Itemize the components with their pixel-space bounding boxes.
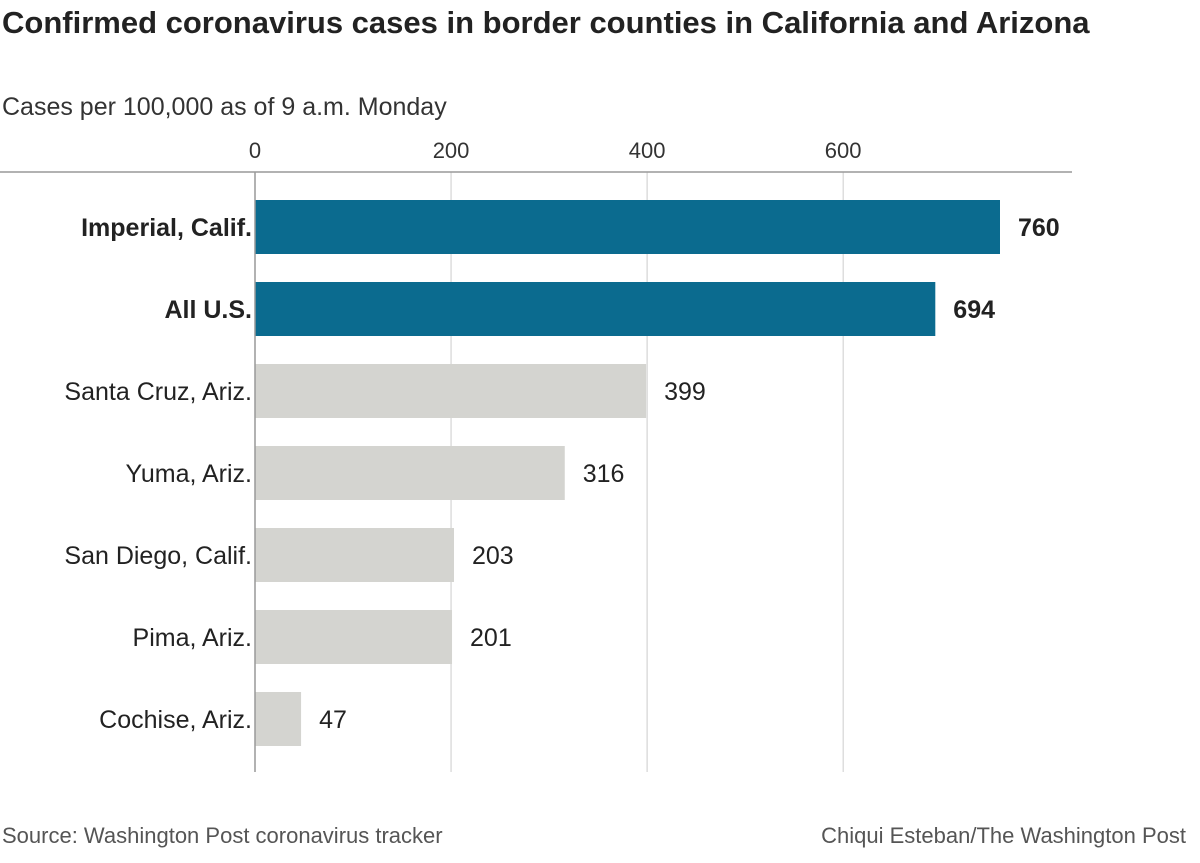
bar — [255, 364, 647, 418]
tick-label: 0 — [249, 138, 261, 163]
tick-label: 400 — [629, 138, 666, 163]
value-label: 201 — [470, 624, 512, 652]
category-label: Cochise, Ariz. — [99, 706, 252, 734]
value-label: 316 — [583, 460, 625, 488]
bar-chart: 0 200 400 600 Imperial, Calif. All U.S. Santa… — [0, 138, 1072, 772]
category-label: San Diego, Calif. — [64, 542, 252, 570]
value-label: 399 — [664, 378, 706, 406]
bar — [255, 610, 453, 664]
bar — [255, 692, 302, 746]
category-label: Yuma, Ariz. — [126, 460, 252, 488]
bar — [255, 200, 1000, 254]
x-axis-ticks: 0 200 400 600 — [249, 138, 862, 163]
bars — [255, 200, 1000, 746]
bar — [255, 528, 454, 582]
value-labels: 760 694 399 316 203 201 47 — [319, 214, 1060, 734]
value-label: 694 — [953, 296, 995, 324]
value-label: 47 — [319, 706, 347, 734]
axes — [0, 171, 1072, 772]
category-label: Imperial, Calif. — [81, 214, 252, 242]
category-label: All U.S. — [164, 296, 252, 324]
credit-note: Chiqui Esteban/The Washington Post — [821, 823, 1186, 848]
category-labels: Imperial, Calif. All U.S. Santa Cruz, Ariz… — [64, 214, 252, 734]
category-label: Pima, Ariz. — [133, 624, 252, 652]
value-label: 203 — [472, 542, 514, 570]
category-label: Santa Cruz, Ariz. — [64, 378, 252, 406]
tick-label: 600 — [825, 138, 862, 163]
bar — [255, 446, 565, 500]
bar — [255, 282, 936, 336]
chart-subtitle: Cases per 100,000 as of 9 a.m. Monday — [2, 93, 447, 121]
source-note: Source: Washington Post coronavirus trac… — [2, 823, 443, 848]
value-label: 760 — [1018, 214, 1060, 242]
chart-title: Confirmed coronavirus cases in border co… — [2, 5, 1090, 40]
tick-label: 200 — [433, 138, 470, 163]
